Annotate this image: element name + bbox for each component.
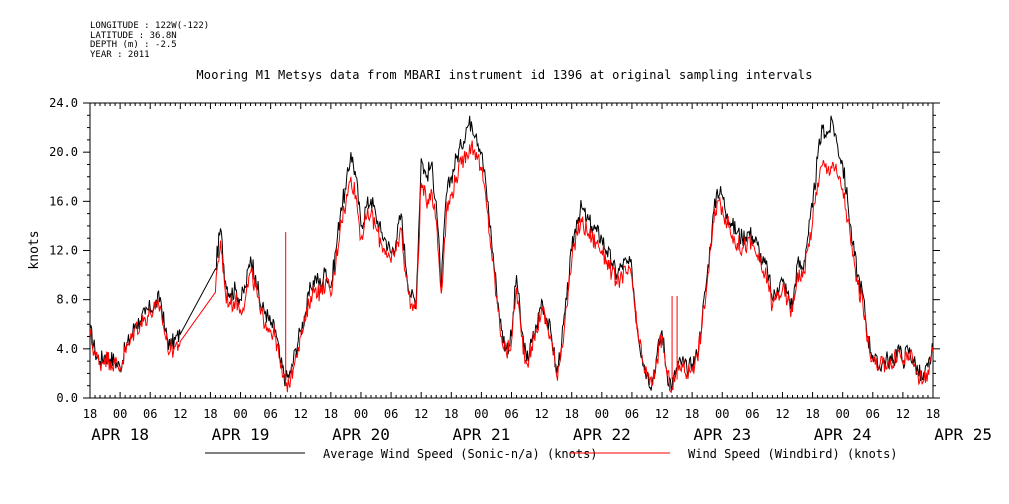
date-label: APR 21	[452, 425, 510, 444]
axis-ticks	[83, 102, 940, 399]
depth-label: DEPTH (m) : -2.5	[90, 40, 177, 50]
metadata-block: LONGITUDE : 122W(-122) LATITUDE : 36.8N …	[90, 21, 210, 60]
x-tick-label: 12	[414, 407, 428, 421]
x-tick-label: 00	[595, 407, 609, 421]
x-tick-label: 18	[444, 407, 458, 421]
x-tick-label: 00	[113, 407, 127, 421]
x-tick-label: 12	[775, 407, 789, 421]
x-tick-label: 00	[835, 407, 849, 421]
legend-label-windbird: Wind Speed (Windbird) (knots)	[688, 447, 898, 461]
x-tick-label: 18	[203, 407, 217, 421]
x-tick-label: 18	[685, 407, 699, 421]
longitude-label: LONGITUDE : 122W(-122)	[90, 21, 210, 31]
x-tick-label: 12	[896, 407, 910, 421]
x-tick-labels: 18 00 06 12 18 00 06 12 18 00 06 12 18 00 06 12 18 00 06 12…	[83, 407, 940, 421]
x-tick-label: 18	[564, 407, 578, 421]
x-tick-label: 12	[294, 407, 308, 421]
y-tick-labels: 0.0 4.0 8.0 12.0 16.0 20.0 24.0	[49, 96, 78, 405]
x-tick-label: 00	[715, 407, 729, 421]
x-tick-label: 06	[745, 407, 759, 421]
y-tick-label: 24.0	[49, 96, 78, 110]
x-tick-label: 06	[263, 407, 277, 421]
x-tick-label: 06	[504, 407, 518, 421]
x-tick-label: 18	[324, 407, 338, 421]
chart-title: Mooring M1 Metsys data from MBARI instru…	[196, 68, 813, 82]
y-tick-label: 8.0	[56, 293, 78, 307]
x-tick-label: 18	[926, 407, 940, 421]
y-tick-label: 0.0	[56, 391, 78, 405]
x-tick-label: 12	[173, 407, 187, 421]
x-tick-label: 00	[354, 407, 368, 421]
x-tick-label: 12	[534, 407, 548, 421]
date-label: APR 19	[212, 425, 270, 444]
y-tick-label: 4.0	[56, 342, 78, 356]
x-tick-label: 06	[143, 407, 157, 421]
date-label: APR 24	[814, 425, 872, 444]
date-label: APR 25	[934, 425, 992, 444]
date-label: APR 20	[332, 425, 390, 444]
x-tick-label: 00	[233, 407, 247, 421]
x-tick-label: 06	[625, 407, 639, 421]
legend: Average Wind Speed (Sonic-n/a) (knots) W…	[205, 447, 898, 461]
year-label: YEAR : 2011	[90, 49, 150, 60]
latitude-label: LATITUDE : 36.8N	[90, 30, 177, 41]
x-tick-label: 18	[83, 407, 97, 421]
series-line	[89, 140, 934, 394]
series-lines	[89, 115, 934, 394]
x-tick-label: 06	[384, 407, 398, 421]
y-tick-label: 12.0	[49, 244, 78, 258]
x-tick-label: 18	[805, 407, 819, 421]
x-tick-label: 12	[655, 407, 669, 421]
y-tick-label: 16.0	[49, 194, 78, 208]
x-tick-label: 06	[866, 407, 880, 421]
legend-label-avg: Average Wind Speed (Sonic-n/a) (knots)	[323, 447, 598, 461]
date-label: APR 23	[693, 425, 751, 444]
date-labels: APR 18 APR 19 APR 20 APR 21 APR 22 APR 23 APR …	[91, 425, 992, 444]
date-label: APR 22	[573, 425, 631, 444]
y-axis-label: knots	[27, 230, 42, 269]
date-label: APR 18	[91, 425, 149, 444]
y-tick-label: 20.0	[49, 145, 78, 159]
x-tick-label: 00	[474, 407, 488, 421]
